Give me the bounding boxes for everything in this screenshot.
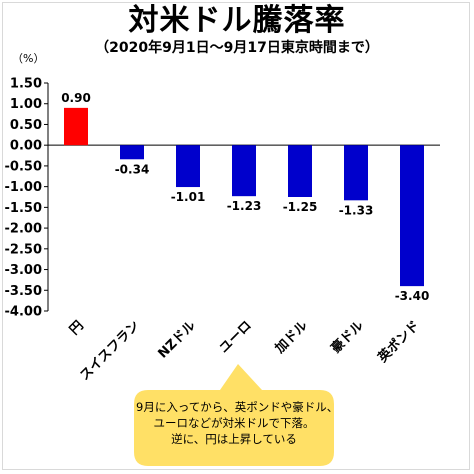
category-label: ユーロ [217, 318, 255, 356]
y-tick-label: -3.50 [5, 284, 42, 299]
data-label: -1.25 [283, 200, 318, 214]
data-label: -0.34 [115, 162, 150, 176]
category-label: NZドル [155, 318, 198, 361]
category-label: 円 [67, 318, 87, 338]
bar [344, 145, 368, 201]
y-tick-label: 1.50 [10, 77, 42, 92]
bar [176, 145, 200, 188]
chart-subtitle: （2020年9月1日～9月17日東京時間まで） [95, 40, 379, 56]
data-label: -1.01 [171, 190, 206, 204]
chart-title: 対米ドル騰落率 [128, 3, 346, 38]
y-tick-label: 0.50 [10, 118, 42, 133]
y-tick-label: 1.00 [10, 97, 42, 112]
y-tick-label: -1.50 [5, 201, 42, 216]
callout-bubble [134, 364, 334, 466]
bar [400, 145, 424, 287]
bar [64, 107, 88, 146]
data-label: -1.33 [339, 203, 374, 217]
y-tick-label: -2.50 [5, 242, 42, 257]
callout-line: 9月に入ってから、英ポンドや豪ドル、 [136, 400, 339, 414]
data-label: -1.23 [227, 199, 262, 213]
y-tick-label: -2.00 [5, 222, 42, 237]
category-label: 加ドル [272, 318, 311, 357]
y-tick-label: -1.00 [5, 180, 42, 195]
bar [120, 145, 144, 160]
y-tick-label: -0.50 [5, 159, 42, 174]
callout-line: 逆に、円は上昇している [171, 432, 297, 446]
bar [288, 145, 312, 197]
category-label: 英ポンド [374, 318, 423, 367]
data-label: 0.90 [61, 91, 91, 105]
y-tick-label: -4.00 [5, 305, 42, 320]
bar [232, 145, 256, 197]
y-axis-unit: （%） [12, 52, 44, 65]
y-tick-label: 0.00 [10, 139, 42, 154]
y-tick-label: -3.00 [5, 263, 42, 278]
chart-frame [2, 2, 470, 470]
data-label: -3.40 [395, 289, 430, 303]
category-label: 豪ドル [328, 318, 367, 357]
category-label: スイスフラン [77, 318, 142, 383]
callout-note: 9月に入ってから、英ポンドや豪ドル、 ユーロなどが対米ドルで下落。 逆に、円は上… [136, 399, 339, 447]
callout-line: ユーロなどが対米ドルで下落。 [153, 416, 315, 430]
